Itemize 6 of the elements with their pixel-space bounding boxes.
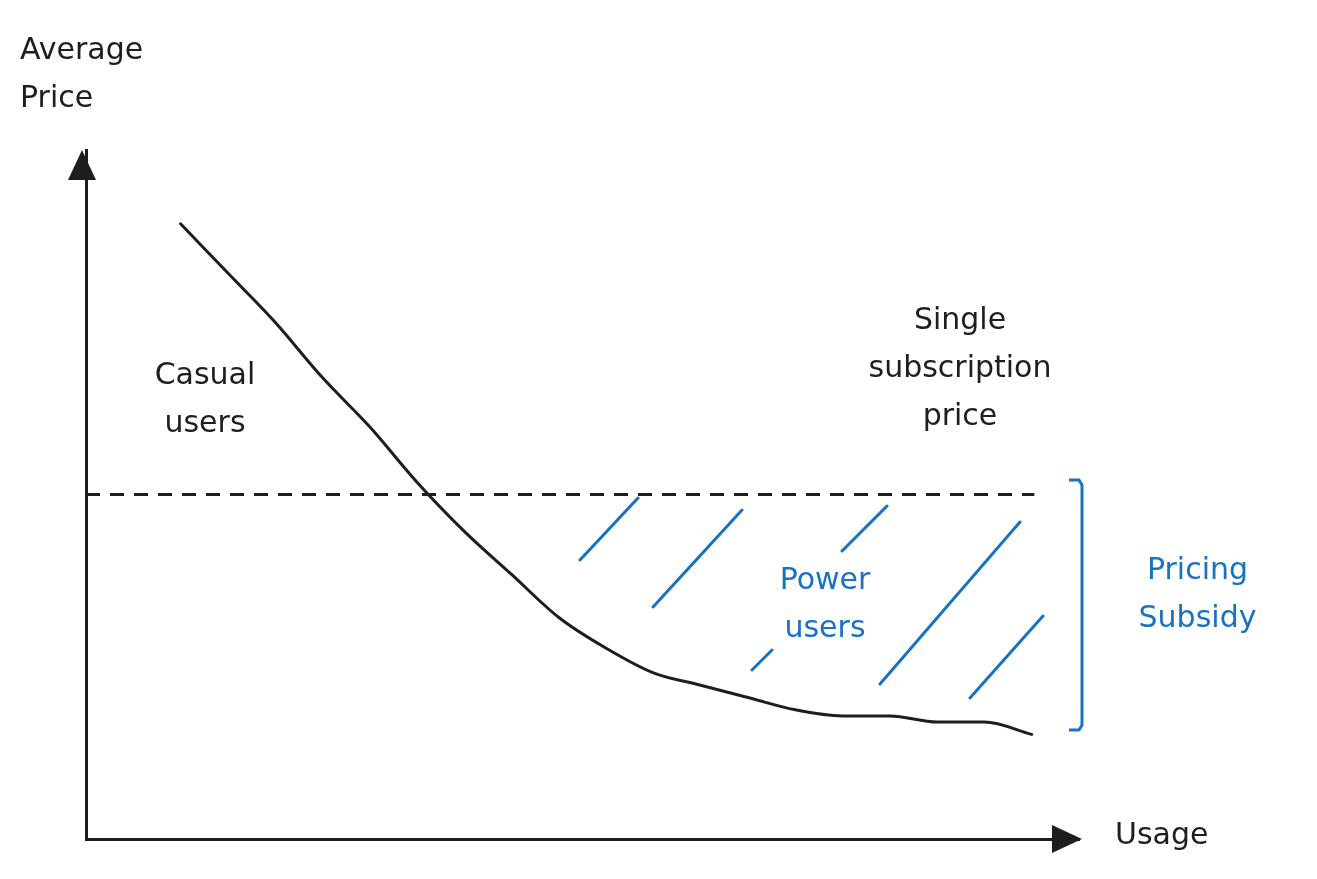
annotation: Casual users: [153, 355, 257, 441]
text: Pricing Subsidy: [1137, 550, 1258, 636]
annotation: Single subscription price: [867, 300, 1053, 434]
annotation: Power users: [778, 560, 872, 646]
x-axis-title: Usage: [1115, 815, 1209, 853]
y-axis-title: Average Price: [20, 30, 145, 116]
